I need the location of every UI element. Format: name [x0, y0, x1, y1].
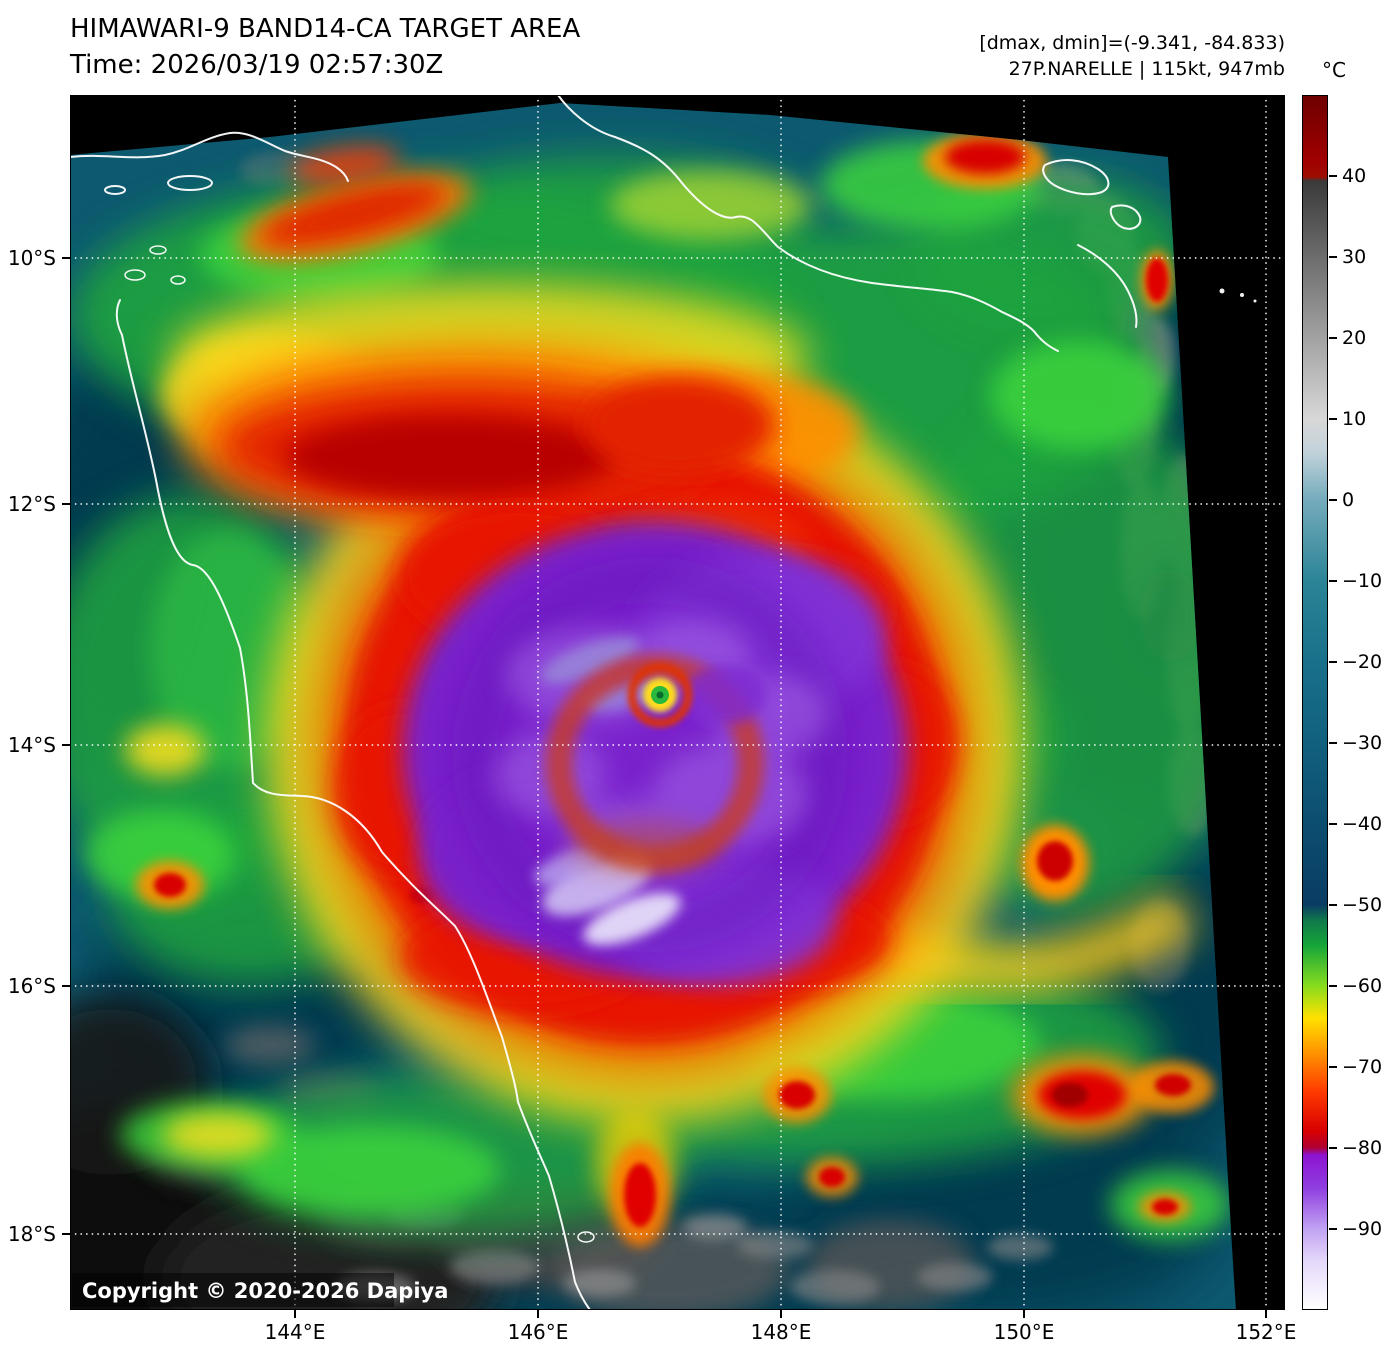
colorbar-tick [1329, 1228, 1337, 1230]
lat-tick-label: 18°S [7, 1222, 56, 1246]
colorbar-tick [1329, 499, 1337, 501]
lon-tick-label: 152°E [1235, 1320, 1297, 1344]
bright-green-accents [85, 140, 1230, 1240]
storm-info-label: 27P.NARELLE | 115kt, 947mb [1008, 58, 1285, 80]
colorbar-tick-label: −90 [1342, 1218, 1383, 1240]
colorbar-tick-label: 20 [1342, 327, 1367, 349]
colorbar-tick-label: −70 [1342, 1056, 1383, 1078]
temperature-colorbar [1302, 95, 1328, 1310]
islet-dot [1240, 293, 1244, 297]
island-outline [577, 1231, 595, 1243]
island-outline [167, 175, 213, 191]
coastlines [70, 95, 1257, 1310]
lon-tick [780, 1310, 782, 1318]
colorbar-unit-label: °C [1322, 58, 1346, 82]
lon-tick-label: 148°E [750, 1320, 812, 1344]
colorbar-tick-label: 30 [1342, 246, 1367, 268]
lon-tick-label: 150°E [993, 1320, 1055, 1344]
lat-tick [62, 985, 70, 987]
scan-data-region [70, 103, 1236, 1310]
colorbar-tick-label: −80 [1342, 1137, 1383, 1159]
lat-tick-label: 14°S [7, 733, 56, 757]
colorbar-tick-label: −10 [1342, 570, 1383, 592]
lon-tick-label: 146°E [507, 1320, 569, 1344]
graticule [70, 95, 1285, 1310]
colorbar-tick [1329, 742, 1337, 744]
island-outline-ne [1109, 204, 1142, 230]
colorbar-tick [1329, 985, 1337, 987]
colorbar-tick [1329, 337, 1337, 339]
lat-tick [62, 257, 70, 259]
colorbar-tick-label: −20 [1342, 651, 1383, 673]
lon-tick [294, 1310, 296, 1318]
colorbar-tick [1329, 1147, 1337, 1149]
lat-tick [62, 503, 70, 505]
dmax-dmin-label: [dmax, dmin]=(-9.341, -84.833) [979, 32, 1285, 54]
lat-tick-label: 10°S [7, 246, 56, 270]
lat-tick [62, 744, 70, 746]
lat-tick-label: 16°S [7, 974, 56, 998]
colorbar-tick [1329, 418, 1337, 420]
colorbar-tick-label: −50 [1342, 894, 1383, 916]
timestamp-label: Time: 2026/03/19 02:57:30Z [70, 50, 444, 80]
island-outline [149, 245, 167, 255]
cyclone-eye [627, 662, 693, 728]
colorbar-tick-label: −60 [1342, 975, 1383, 997]
coastline-queensland [115, 299, 591, 1310]
lat-tick [62, 1233, 70, 1235]
island-outline [104, 185, 126, 195]
colorbar-tick-label: −40 [1342, 813, 1383, 835]
colorbar-tick [1329, 175, 1337, 177]
lon-tick [1265, 1310, 1267, 1318]
colorbar-tick-label: 10 [1342, 408, 1367, 430]
island-outline [124, 269, 146, 281]
colorbar-tick [1329, 823, 1337, 825]
island-outline-ne [1042, 159, 1110, 196]
page-title: HIMAWARI-9 BAND14-CA TARGET AREA [70, 14, 581, 44]
colorbar-tick [1329, 661, 1337, 663]
lon-tick [1023, 1310, 1025, 1318]
coastline-png-main [557, 95, 1059, 352]
colorbar-tick [1329, 256, 1337, 258]
colorbar-tick-label: −30 [1342, 732, 1383, 754]
coastline-ne [1077, 244, 1138, 328]
colorbar-tick-label: 0 [1342, 489, 1355, 511]
satellite-imagery: Copyright © 2020-2026 Dapiya [70, 95, 1285, 1310]
colorbar-tick [1329, 1066, 1337, 1068]
colorbar-tick [1329, 580, 1337, 582]
copyright-box: Copyright © 2020-2026 Dapiya [72, 1273, 448, 1307]
island-outline [170, 275, 186, 285]
coastline-png-west [70, 131, 349, 182]
colorbar-tick-label: 40 [1342, 165, 1367, 187]
islet-dot [1219, 288, 1225, 294]
plot-frame [70, 95, 1285, 1310]
lat-tick-label: 12°S [7, 492, 56, 516]
lon-tick [537, 1310, 539, 1318]
colorbar-tick [1329, 904, 1337, 906]
lon-tick-label: 144°E [264, 1320, 326, 1344]
cdo-purple-layer [403, 522, 907, 985]
copyright-label: Copyright © 2020-2026 Dapiya [82, 1279, 448, 1303]
islet-dot [1253, 299, 1257, 303]
